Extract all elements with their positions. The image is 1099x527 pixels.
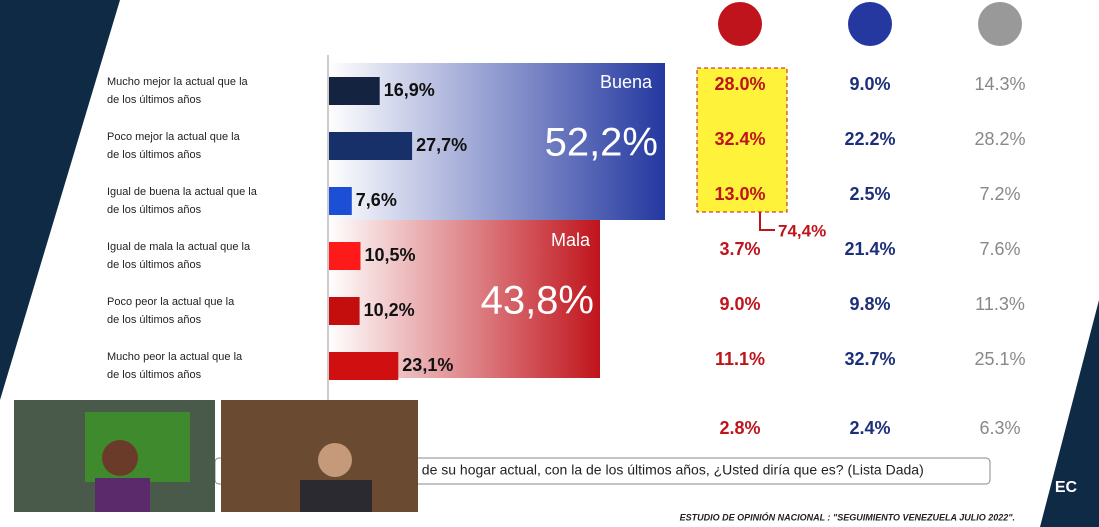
video-background bbox=[85, 412, 190, 482]
group-total: 52,2% bbox=[545, 121, 658, 165]
mala-panel bbox=[328, 220, 600, 378]
column-value: 9.0% bbox=[849, 74, 890, 94]
column-value: 22.2% bbox=[844, 129, 895, 149]
column-value: 32.7% bbox=[844, 349, 895, 369]
bar bbox=[329, 242, 361, 270]
bar bbox=[329, 77, 380, 105]
person bbox=[95, 478, 150, 512]
footer: ESTUDIO DE OPINIÓN NACIONAL : "SEGUIMIEN… bbox=[680, 511, 1015, 522]
logo: EC bbox=[1055, 479, 1078, 496]
party-icon bbox=[978, 2, 1022, 46]
party-icon bbox=[848, 2, 892, 46]
bar-label: 10,5% bbox=[365, 245, 416, 265]
column-value: 2.5% bbox=[849, 184, 890, 204]
bracket bbox=[759, 212, 775, 231]
row-label: Igual de buena la actual que la de los úl… bbox=[107, 186, 258, 216]
column-value: 14.3% bbox=[974, 74, 1025, 94]
group-name: Mala bbox=[551, 230, 591, 250]
bar bbox=[329, 297, 360, 325]
row-label: Poco mejor la actual que la de los último… bbox=[107, 131, 241, 161]
bar-label: 23,1% bbox=[402, 355, 453, 375]
bar-label: 10,2% bbox=[364, 300, 415, 320]
bar-label: 7,6% bbox=[356, 190, 397, 210]
column-value: 21.4% bbox=[844, 239, 895, 259]
row-label: Mucho peor la actual que la de los último… bbox=[107, 351, 243, 381]
group-total: 43,8% bbox=[481, 279, 594, 323]
highlight-box bbox=[696, 67, 788, 213]
group-name: Buena bbox=[600, 72, 653, 92]
highlight-total: 74,4% bbox=[778, 221, 826, 240]
bar-label: 16,9% bbox=[384, 80, 435, 100]
column-value: 9.8% bbox=[849, 294, 890, 314]
column-value: 7.6% bbox=[979, 239, 1020, 259]
column-value: 7.2% bbox=[979, 184, 1020, 204]
column-value: 32.4% bbox=[714, 129, 765, 149]
question: ica de su hogar actual, con la de los úl… bbox=[400, 462, 924, 478]
bar bbox=[329, 132, 413, 160]
person bbox=[102, 440, 138, 476]
column-value: 28.2% bbox=[974, 129, 1025, 149]
column-value: 25.1% bbox=[974, 349, 1025, 369]
row-label: Igual de mala la actual que la de los últ… bbox=[107, 241, 251, 271]
bar bbox=[329, 352, 399, 380]
column-value: 11.1% bbox=[715, 349, 765, 369]
bar bbox=[329, 187, 352, 215]
decor-left bbox=[0, 0, 120, 400]
column-value: 11.3% bbox=[975, 294, 1025, 314]
column-value: 9.0% bbox=[719, 294, 760, 314]
decor-right bbox=[1040, 300, 1099, 527]
column-value: 28.0% bbox=[714, 74, 765, 94]
bar-label: 27,7% bbox=[416, 135, 467, 155]
row-label: Poco peor la actual que la de los últimos… bbox=[107, 296, 235, 326]
column-value: 3.7% bbox=[719, 239, 760, 259]
column-value: 13.0% bbox=[714, 184, 765, 204]
column-value: 2.8% bbox=[719, 418, 760, 438]
party-icon bbox=[718, 2, 762, 46]
column-value: 2.4% bbox=[849, 418, 890, 438]
column-value: 6.3% bbox=[979, 418, 1020, 438]
person bbox=[318, 443, 352, 477]
row-label: Mucho mejor la actual que la de los últim… bbox=[107, 76, 249, 106]
person bbox=[300, 480, 372, 512]
